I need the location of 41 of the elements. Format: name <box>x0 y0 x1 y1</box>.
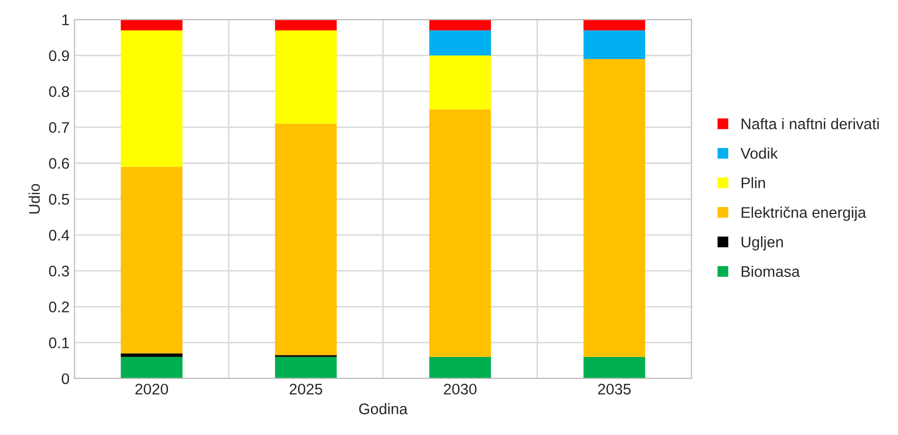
bar <box>120 166 182 354</box>
bar <box>584 356 646 378</box>
legend-label: Električna energija <box>742 206 866 221</box>
bar <box>584 59 646 357</box>
legend-label: Biomasa <box>742 266 800 277</box>
bar <box>429 55 491 110</box>
bar <box>120 20 182 30</box>
y-tick-label: 0.1 <box>49 337 69 348</box>
bar <box>275 356 337 378</box>
bar <box>120 353 182 357</box>
x-tick-label: 2020 <box>135 384 168 395</box>
bar <box>429 20 491 30</box>
bar <box>120 356 182 378</box>
y-tick-label: 0.6 <box>49 158 70 169</box>
bar <box>429 356 491 378</box>
bar <box>584 20 646 30</box>
x-tick-label: 2030 <box>444 384 477 395</box>
y-tick-label: 0.8 <box>49 86 70 98</box>
bar <box>275 30 337 124</box>
y-tick-label: 0.5 <box>49 194 70 205</box>
legend-label: Ugljen <box>742 236 783 250</box>
y-axis-title: Udio <box>28 184 40 214</box>
bar <box>429 30 491 56</box>
x-axis-title: Godina <box>359 403 408 414</box>
y-tick-label: 0.9 <box>49 50 69 62</box>
y-tick-label: 1 <box>62 14 69 26</box>
y-tick-label: 0.3 <box>49 266 70 276</box>
bar <box>275 20 337 30</box>
bar <box>584 30 646 60</box>
x-tick-label: 2035 <box>598 384 631 395</box>
bar <box>275 124 337 356</box>
y-tick-label: 0.7 <box>49 122 69 133</box>
bar <box>120 30 182 167</box>
y-tick-label: 0.2 <box>49 302 69 312</box>
x-tick-label: 2025 <box>290 384 322 395</box>
legend-label: Vodik <box>740 148 778 159</box>
y-tick-label: 0.4 <box>49 230 70 241</box>
legend-label: Nafta i naftni derivati <box>742 118 879 130</box>
legend-label: Plin <box>742 177 765 188</box>
bar <box>429 109 491 357</box>
y-tick-label: 0 <box>62 373 70 384</box>
